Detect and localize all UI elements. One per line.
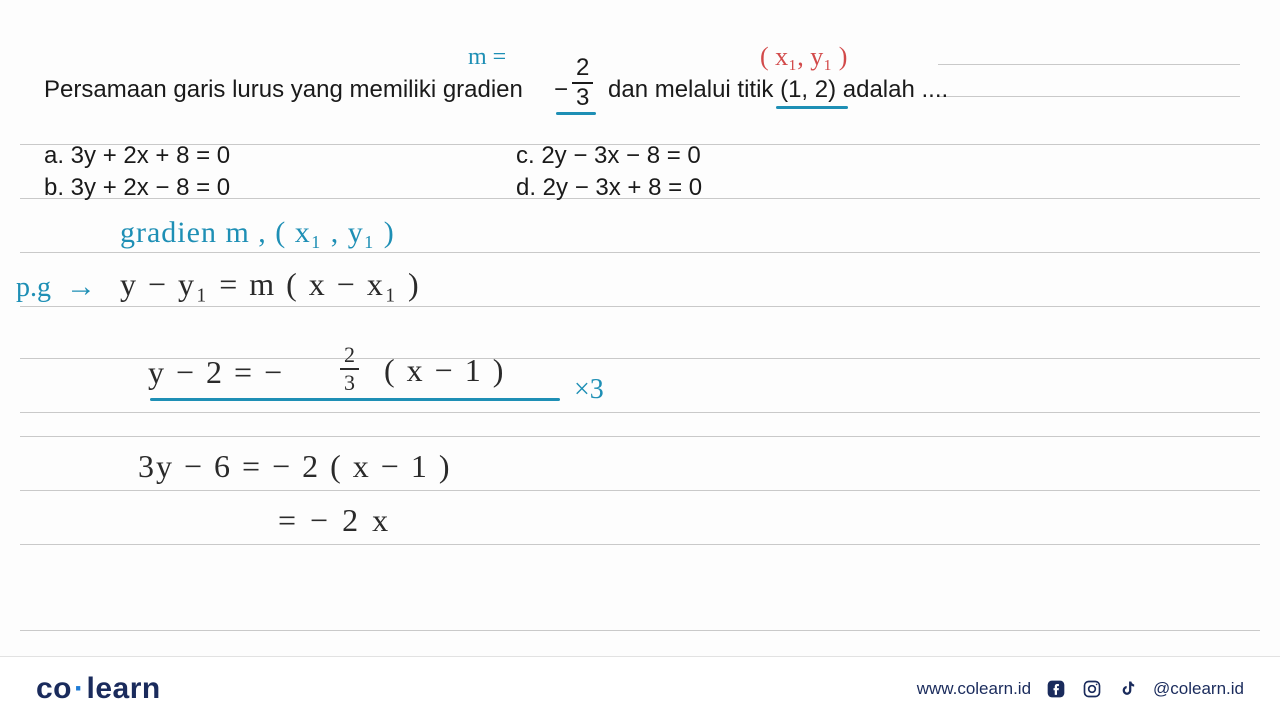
step1-frac-den: 3: [344, 370, 355, 394]
choice-c: c. 2y − 3x − 8 = 0: [516, 144, 701, 168]
underline-point: [776, 106, 848, 109]
underline-gradient: [556, 112, 596, 115]
arrow-icon: →: [66, 270, 96, 304]
underline-step1: [150, 398, 560, 401]
logo-part-b: learn: [87, 672, 161, 705]
gradient-fraction: 2 3: [572, 56, 593, 110]
question-text-a: Persamaan garis lurus yang memiliki grad…: [44, 78, 523, 102]
hand-step1-frac: 2 3: [340, 344, 359, 394]
logo: co·learn: [36, 672, 161, 706]
hand-pg-label: p.g: [16, 272, 51, 304]
hand-times3: ×3: [574, 374, 604, 406]
footer-right: www.colearn.id @colearn.id: [917, 678, 1244, 700]
gradient-den: 3: [576, 84, 589, 110]
choice-a: a. 3y + 2x + 8 = 0: [44, 144, 230, 168]
hand-step2: 3y − 6 = − 2 ( x − 1 ): [138, 448, 452, 485]
choice-d: d. 2y − 3x + 8 = 0: [516, 176, 702, 200]
gradient-num: 2: [572, 56, 593, 84]
footer-url: www.colearn.id: [917, 679, 1031, 699]
rule-line: [20, 490, 1260, 491]
hand-step3: = − 2 x: [278, 502, 391, 539]
footer-handle: @colearn.id: [1153, 679, 1244, 699]
choice-b: b. 3y + 2x − 8 = 0: [44, 176, 230, 200]
facebook-icon: [1045, 678, 1067, 700]
annot-xy1-red: ( x₁, y₁ ): [760, 42, 847, 72]
rule-line: [20, 630, 1260, 631]
hand-gradien-line: gradien m , ( x₁ , y₁ ): [120, 216, 395, 250]
page: Persamaan garis lurus yang memiliki grad…: [0, 0, 1280, 720]
rule-line: [20, 436, 1260, 437]
gradient-minus: −: [554, 78, 568, 102]
rule-line: [20, 544, 1260, 545]
rule-line: [20, 252, 1260, 253]
hand-step1-left: y − 2 = −: [148, 354, 284, 391]
step1-frac-num: 2: [340, 344, 359, 370]
rule-line: [20, 412, 1260, 413]
rule-line: [20, 306, 1260, 307]
logo-dot: ·: [72, 672, 87, 705]
hand-formula: y − y₁ = m ( x − x₁ ): [120, 266, 421, 303]
logo-part-a: co: [36, 672, 72, 705]
instagram-icon: [1081, 678, 1103, 700]
hand-step1-right: ( x − 1 ): [384, 352, 505, 389]
rule-line: [938, 64, 1240, 65]
question-text-b: dan melalui titik (1, 2) adalah ....: [608, 78, 948, 102]
footer: co·learn www.colearn.id @colearn.id: [0, 656, 1280, 720]
rule-line: [938, 96, 1240, 97]
annot-m-equals: m =: [468, 44, 506, 71]
tiktok-icon: [1117, 678, 1139, 700]
